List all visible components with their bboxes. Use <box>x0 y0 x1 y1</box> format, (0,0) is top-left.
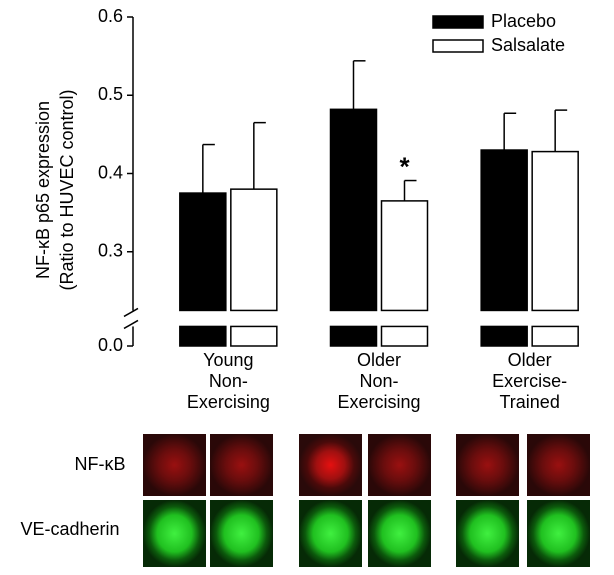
micrograph <box>527 434 590 496</box>
axis-break <box>123 307 139 318</box>
micrograph <box>527 500 590 567</box>
y-tick-label: 0.3 <box>98 241 123 261</box>
bar <box>380 200 429 312</box>
legend-label: Placebo <box>491 11 556 31</box>
bar <box>230 188 278 312</box>
y-tick-label: 0.6 <box>98 6 123 26</box>
bar <box>329 108 378 312</box>
bar <box>179 192 227 312</box>
bar-base <box>380 325 429 347</box>
micrograph <box>456 500 519 567</box>
y-tick-label: 0.4 <box>98 162 123 182</box>
bar-base <box>230 325 278 347</box>
x-tick-label: Older Exercise- Trained <box>492 350 568 412</box>
micrograph <box>368 500 431 567</box>
row-label: NF-κB <box>75 454 126 474</box>
micrograph <box>299 434 362 496</box>
y-axis-label: (Ratio to HUVEC control) <box>57 89 77 290</box>
image-panels <box>143 434 590 567</box>
bar-base <box>329 325 378 347</box>
y-tick-label: 0.5 <box>98 84 123 104</box>
micrograph <box>143 434 206 496</box>
micrograph <box>143 500 206 567</box>
micrograph <box>456 434 519 496</box>
y-tick-label: 0.0 <box>98 335 123 355</box>
x-tick-label: Young Non- Exercising <box>186 350 270 412</box>
x-tick-label: Older Non- Exercising <box>337 350 421 412</box>
bar-base <box>179 325 227 347</box>
legend-swatch <box>432 15 484 29</box>
bar-base <box>531 325 579 347</box>
legend-label: Salsalate <box>491 35 565 55</box>
bar <box>531 150 579 312</box>
micrograph <box>368 434 431 496</box>
y-axis-label: NF-κB p65 expression <box>33 101 53 279</box>
micrograph <box>299 500 362 567</box>
micrograph <box>210 500 273 567</box>
legend-swatch <box>432 39 484 53</box>
bar <box>480 149 528 312</box>
micrograph <box>210 434 273 496</box>
row-label: VE-cadherin <box>20 519 119 539</box>
axis-break <box>123 319 139 330</box>
annotation: * <box>399 151 410 181</box>
bar-base <box>480 325 528 347</box>
